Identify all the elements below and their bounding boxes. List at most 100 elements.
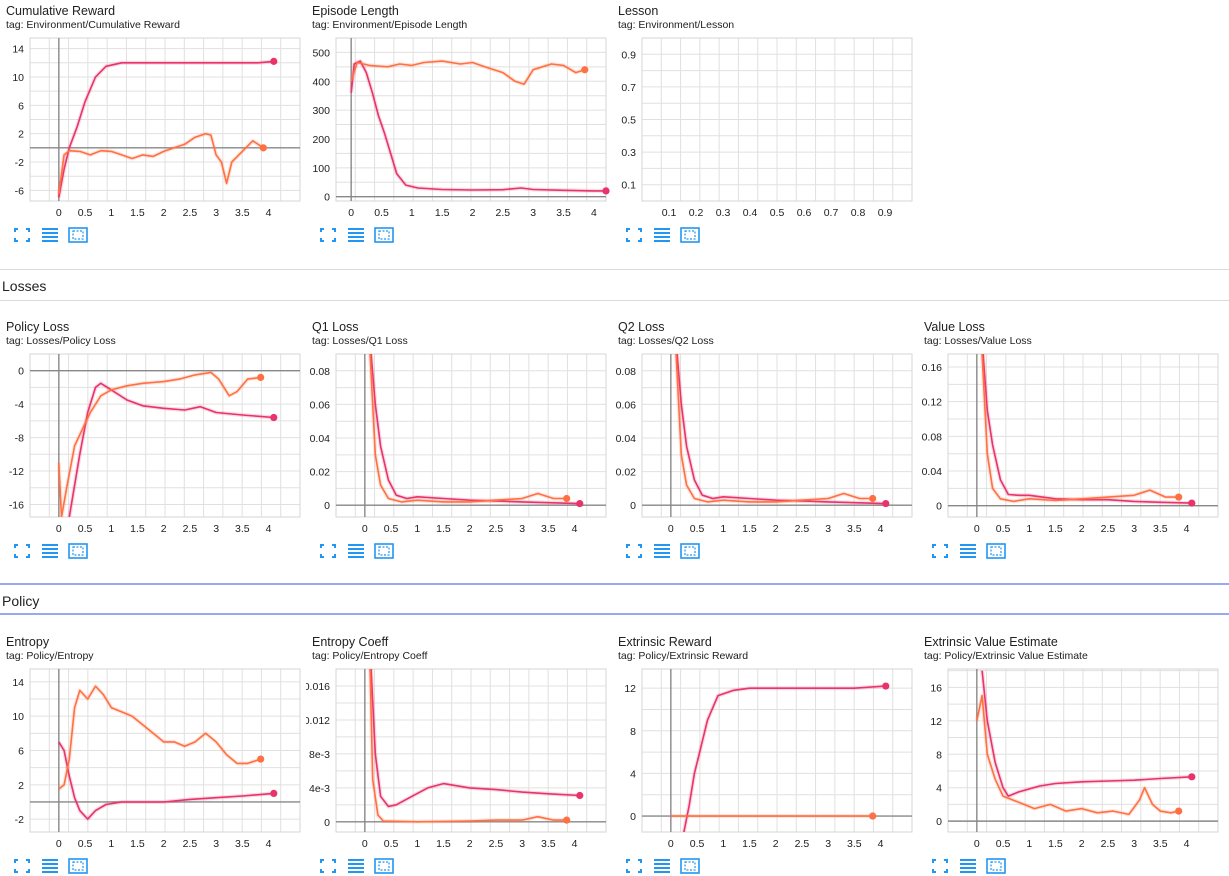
section-header-losses[interactable]: Losses [0,269,1229,301]
expand-button[interactable] [12,857,32,875]
y-tick-label: 0 [324,817,330,829]
x-tick-label: 2 [1079,523,1085,535]
x-tick-label: 0.5 [374,207,389,219]
entropy-coeff-plot[interactable]: 0 4e-3 8e-3 0.012 0.016 0 0.5 1 1.5 2 2.5 3 3.5 4 [306,631,611,853]
entropy-plot[interactable]: -2 2 6 10 14 0 0.5 1 1.5 2 2.5 3 3.5 4 [0,631,305,853]
expand-button[interactable] [930,857,950,875]
x-tick-label: 2 [470,207,476,219]
value-loss-plot[interactable]: 0 0.04 0.08 0.12 0.16 0 0.5 1 1.5 2 2.5 3 3.5 4 [918,316,1223,538]
series-pink-line [350,60,606,192]
y-tick-label: 0.06 [616,399,637,411]
lesson-chart-card: Lesson tag: Environment/Lesson 0.1 0.3 0.5 0.… [612,0,913,245]
x-tick-label: 4 [878,838,884,850]
chart-tag: tag: Environment/Episode Length [312,19,468,31]
y-tick-label: -8 [15,433,24,445]
fit-domain-button[interactable] [986,857,1006,875]
q2-loss-plot[interactable]: 0 0.02 0.04 0.06 0.08 0 0.5 1 1.5 2 2.5 3 3.5 4 [612,316,917,538]
y-tick-label: 400 [312,76,330,88]
fit-domain-button[interactable] [374,226,394,244]
lines-button[interactable] [346,857,366,875]
y-tick-label: 0 [630,811,636,823]
series-orange-end-point [563,494,571,503]
expand-button[interactable] [12,226,32,244]
fit-domain-button[interactable] [374,857,394,875]
fit-domain-icon [68,543,88,559]
fit-domain-button[interactable] [374,542,394,560]
lines-button[interactable] [652,542,672,560]
expand-button[interactable] [318,542,338,560]
y-tick-label: 300 [312,105,330,117]
lines-icon [960,544,976,558]
lines-button[interactable] [40,542,60,560]
chart-tag: tag: Environment/Cumulative Reward [6,19,180,31]
expand-button[interactable] [12,542,32,560]
x-tick-label: 0.3 [716,207,731,219]
y-tick-label: -4 [15,399,24,411]
y-tick-label: 10 [12,72,24,84]
lines-button[interactable] [40,226,60,244]
section-header-policy[interactable]: Policy [0,583,1229,615]
lines-button[interactable] [958,857,978,875]
expand-button[interactable] [930,542,950,560]
expand-icon [14,228,30,242]
fit-domain-button[interactable] [680,226,700,244]
x-tick-label: 3.5 [1153,523,1168,535]
fit-domain-button[interactable] [986,542,1006,560]
fit-domain-button[interactable] [680,857,700,875]
series-orange-raw [368,354,567,504]
lines-button[interactable] [346,226,366,244]
x-tick-label: 0.5 [384,523,399,535]
x-tick-label: 2.5 [795,523,810,535]
series-pink-line [676,354,886,505]
expand-button[interactable] [318,226,338,244]
x-tick-label: 4 [1184,523,1190,535]
y-tick-label: 8e-3 [309,749,330,761]
y-tick-label: 0.04 [922,466,943,478]
lines-button[interactable] [346,542,366,560]
cumulative-reward-plot[interactable]: -6 -2 2 6 10 14 0 0.5 1 1.5 2 2.5 3 3.5 4 [0,0,305,222]
expand-icon [626,544,642,558]
plot-border [335,353,607,518]
chart-title: Value Loss [924,320,985,334]
expand-button[interactable] [624,857,644,875]
y-tick-label: -2 [15,157,24,169]
fit-domain-icon [374,543,394,559]
x-tick-label: 2 [467,523,473,535]
lines-button[interactable] [958,542,978,560]
fit-domain-button[interactable] [68,857,88,875]
expand-button[interactable] [624,226,644,244]
x-tick-label: 0 [56,523,62,535]
extrinsic-value-estimate-plot[interactable]: 0 4 8 12 16 0 0.5 1 1.5 2 2.5 3 3.5 4 [918,631,1223,853]
lines-button[interactable] [652,857,672,875]
lines-icon [42,228,58,242]
x-tick-label: 1.5 [130,523,145,535]
extrinsic-reward-plot[interactable]: 0 4 8 12 0 0.5 1 1.5 2 2.5 3 3.5 4 [612,631,917,853]
plot-border [29,668,301,833]
y-tick-label: 16 [930,682,942,694]
x-tick-label: 0.5 [996,838,1011,850]
lesson-plot[interactable]: 0.1 0.3 0.5 0.7 0.9 0.1 0.2 0.3 0.4 0.5 0.6 0.7 0.8 0… [612,0,917,222]
x-tick-label: 2.5 [183,207,198,219]
fit-domain-button[interactable] [68,226,88,244]
chart-tag: tag: Environment/Lesson [618,19,735,31]
series-orange-line [369,669,567,823]
lines-button[interactable] [652,226,672,244]
expand-icon [932,544,948,558]
lines-button[interactable] [40,857,60,875]
episode-length-plot[interactable]: 0 100 200 300 400 500 0 0.5 1 1.5 2 2.5 3 3.5 4 [306,0,611,222]
fit-domain-icon [680,543,700,559]
fit-domain-button[interactable] [680,542,700,560]
expand-button[interactable] [624,542,644,560]
x-tick-label: 4 [1184,838,1190,850]
chart-title: Q1 Loss [312,320,359,334]
fit-domain-button[interactable] [68,542,88,560]
expand-button[interactable] [318,857,338,875]
x-tick-label: 1.5 [435,207,450,219]
x-tick-label: 1 [720,838,726,850]
x-tick-label: 2.5 [489,523,504,535]
fit-domain-icon [986,858,1006,874]
x-tick-label: 0.7 [824,207,839,219]
q1-loss-plot[interactable]: 0 0.02 0.04 0.06 0.08 0 0.5 1 1.5 2 2.5 3 3.5 4 [306,316,611,538]
y-tick-label: 8 [630,726,636,738]
policy-loss-plot[interactable]: 0 -4 -8 -12 -16 0 0.5 1 1.5 2 2.5 3 3.5 4 [0,316,305,538]
